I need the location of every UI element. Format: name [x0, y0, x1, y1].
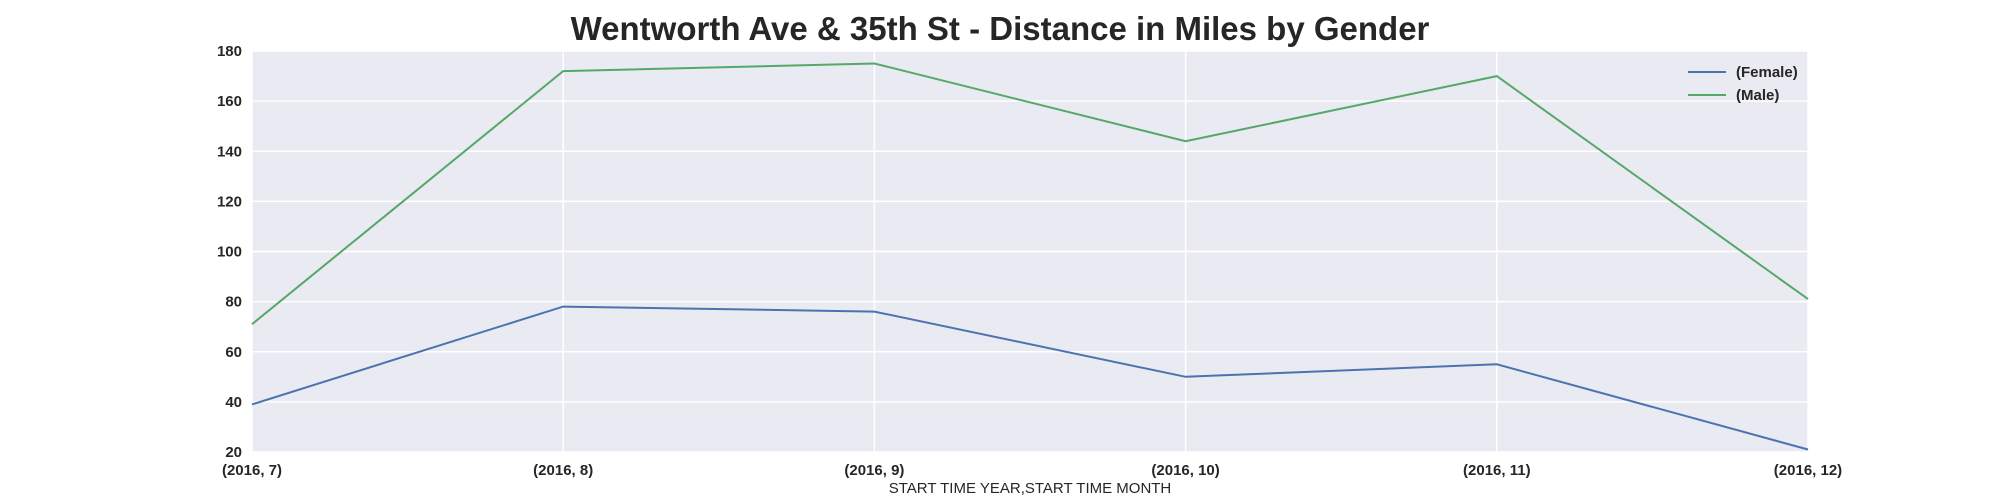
y-tick-label: 140 [217, 143, 242, 160]
x-tick-label: (2016, 10) [1151, 462, 1219, 479]
legend-label: (Female) [1736, 64, 1798, 81]
x-tick-label: (2016, 12) [1774, 462, 1842, 479]
legend-label: (Male) [1736, 87, 1779, 104]
y-tick-label: 40 [225, 394, 242, 411]
x-tick-label: (2016, 11) [1463, 462, 1531, 479]
y-tick-label: 20 [225, 444, 242, 461]
x-axis-label: START TIME YEAR,START TIME MONTH [889, 480, 1172, 497]
x-tick-label: (2016, 8) [533, 462, 593, 479]
series-line [251, 62, 1809, 325]
y-tick-label: 120 [217, 193, 242, 210]
series-lines [251, 62, 1809, 451]
chart-title: Wentworth Ave & 35th St - Distance in Mi… [570, 10, 1430, 47]
y-tick-label: 60 [225, 344, 242, 361]
y-tick-label: 160 [217, 93, 242, 110]
x-tick-label: (2016, 9) [844, 462, 904, 479]
legend: (Female) (Male) [1688, 64, 1798, 104]
y-tick-label: 80 [225, 294, 242, 311]
y-tick-label: 100 [217, 244, 242, 261]
series-line [251, 305, 1809, 451]
grid-lines [251, 50, 1809, 453]
y-tick-label: 180 [217, 43, 242, 60]
tick-labels: 20 40 60 80 100 120 140 160 180 (2016, 7) (2016, 8… [217, 43, 1842, 479]
x-tick-label: (2016, 7) [222, 462, 282, 479]
